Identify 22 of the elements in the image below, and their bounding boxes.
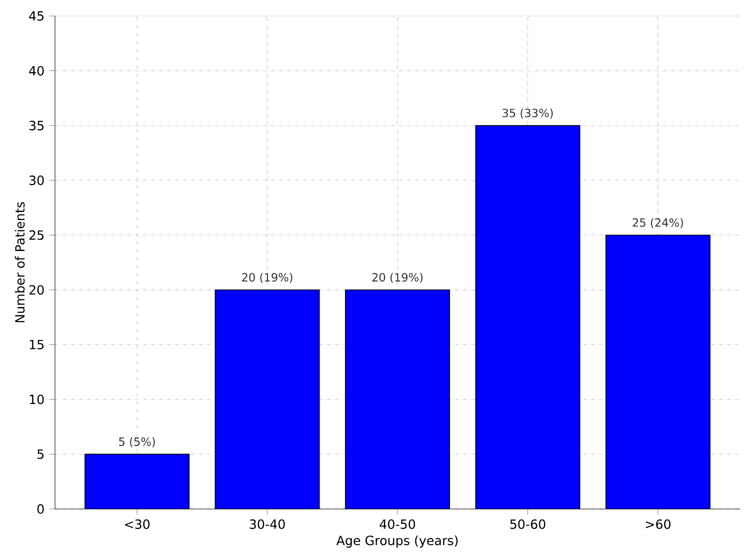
y-tick-label: 35 bbox=[29, 120, 44, 130]
y-tick-label: 10 bbox=[30, 394, 44, 404]
x-tick-label: <30 bbox=[125, 519, 150, 529]
y-tick-label: 30 bbox=[29, 176, 44, 186]
y-tick-label: 40 bbox=[29, 66, 44, 76]
x-tick-label: 40-50 bbox=[380, 519, 416, 529]
y-tick-label: 15 bbox=[30, 340, 44, 350]
x-tick-label: 50-60 bbox=[510, 519, 546, 529]
data-label: 20 (19%) bbox=[372, 272, 423, 283]
y-tick-label: 45 bbox=[29, 11, 44, 21]
data-label: 25 (24%) bbox=[632, 218, 683, 228]
x-tick-label: >60 bbox=[646, 519, 670, 529]
y-tick-label: 0 bbox=[37, 504, 44, 514]
y-tick-label: 20 bbox=[29, 285, 44, 295]
x-tick-label: 30-40 bbox=[250, 519, 285, 529]
y-axis-title: Number of Patients bbox=[14, 202, 25, 322]
x-axis-title: Age Groups (years) bbox=[336, 535, 458, 548]
y-tick-label: 25 bbox=[29, 230, 44, 240]
data-label: 20 (19%) bbox=[242, 272, 292, 283]
data-label: 35 (33%) bbox=[502, 108, 553, 119]
data-label: 5 (5%) bbox=[119, 437, 155, 448]
y-tick-label: 5 bbox=[38, 449, 44, 459]
